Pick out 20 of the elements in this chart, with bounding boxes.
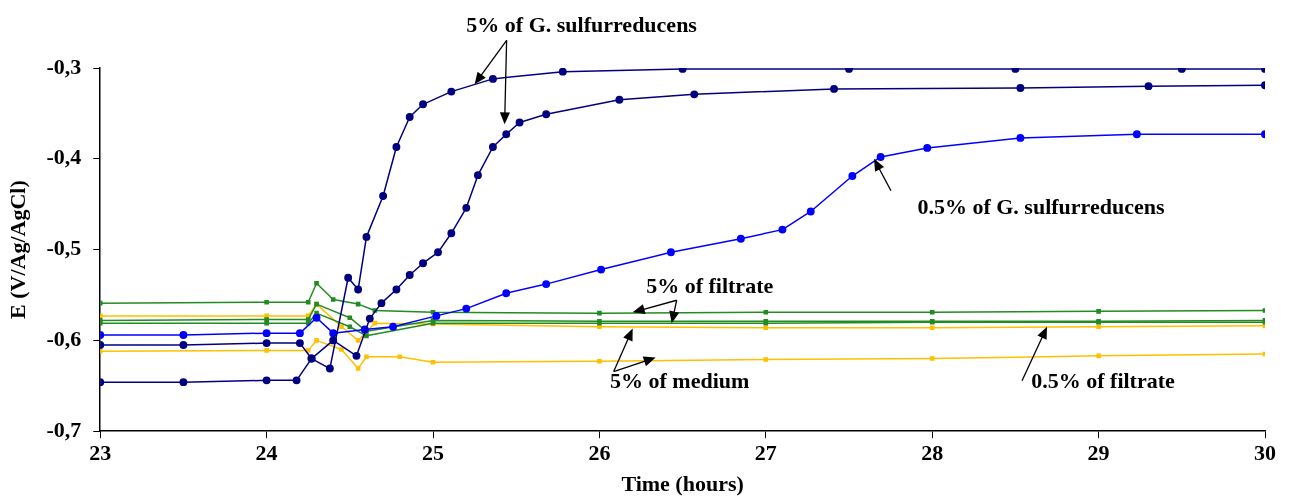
x-tick-label: 27: [754, 440, 777, 466]
x-tick-label: 26: [588, 440, 611, 466]
x-tick-label: 29: [1087, 440, 1110, 466]
y-tick-label: -0,3: [46, 53, 82, 79]
x-axis-title: Time (hours): [621, 471, 744, 497]
x-tick-label: 30: [1254, 440, 1276, 466]
y-tick-label: -0,5: [46, 235, 82, 261]
y-tick-label: -0,7: [46, 416, 82, 442]
annotation: 5% of medium: [610, 368, 750, 394]
x-tick-label: 25: [422, 440, 445, 466]
y-tick-label: -0,6: [46, 326, 82, 352]
x-tick-label: 24: [255, 440, 278, 466]
y-axis-title: E (V/Ag/AgCl): [4, 180, 30, 319]
y-tick-label: -0,4: [46, 144, 82, 170]
annotation: 0.5% of G. sulfurreducens: [917, 194, 1165, 220]
annotation: 0.5% of filtrate: [1031, 368, 1176, 394]
annotation: 5% of filtrate: [646, 272, 774, 298]
annotation: 5% of G. sulfurreducens: [466, 12, 698, 38]
x-tick-label: 28: [921, 440, 944, 466]
x-tick-label: 23: [89, 440, 112, 466]
